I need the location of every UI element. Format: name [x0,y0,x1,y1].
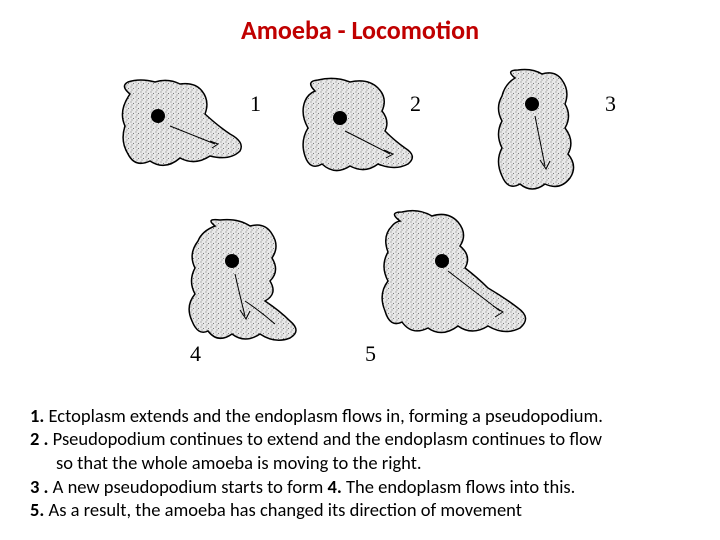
locomotion-diagram: 1 2 3 4 5 [60,56,660,376]
stage-label-5: 5 [365,341,376,367]
stage-label-4: 4 [190,341,201,367]
caption-line: 2 . Pseudopodium continues to extend and… [30,427,690,451]
stage-label-2: 2 [410,91,421,117]
page-title: Amoeba - Locomotion [0,0,720,46]
caption-line: 3 . A new pseudopodium starts to form 4.… [30,475,690,499]
stage-label-3: 3 [605,91,616,117]
amoeba-stage-4 [170,216,310,356]
stage-label-1: 1 [250,91,261,117]
amoeba-stage-1 [110,76,250,186]
caption-line: so that the whole amoeba is moving to th… [30,451,690,475]
amoeba-stage-5 [360,206,540,356]
caption-block: 1. Ectoplasm extends and the endoplasm f… [30,404,690,522]
caption-line: 1. Ectoplasm extends and the endoplasm f… [30,404,690,428]
amoeba-stage-2 [290,76,420,186]
caption-line: 5. As a result, the amoeba has changed i… [30,498,690,522]
amoeba-stage-3 [480,66,600,206]
